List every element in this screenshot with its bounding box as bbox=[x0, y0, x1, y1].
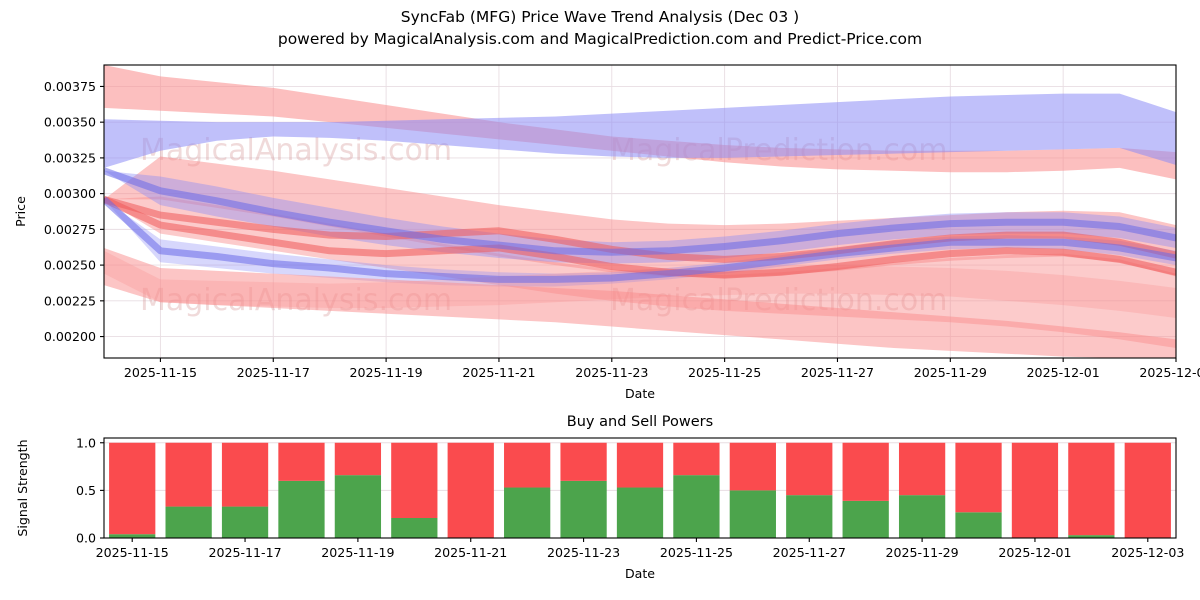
y-axis-title: Price bbox=[13, 196, 28, 227]
x-tick-label: 2025-11-15 bbox=[96, 545, 169, 560]
bar-buy-power bbox=[955, 512, 1002, 538]
x-tick-label: 2025-11-29 bbox=[886, 545, 959, 560]
bar-buy-power bbox=[1068, 535, 1115, 538]
y-tick-label: 0.00250 bbox=[44, 258, 96, 273]
trend-line bbox=[104, 196, 1176, 283]
x-tick-label: 2025-11-21 bbox=[462, 365, 535, 380]
bar-buy-power bbox=[165, 506, 212, 538]
y-tick-label: 0.00275 bbox=[44, 222, 96, 237]
x-tick-label: 2025-11-27 bbox=[773, 545, 846, 560]
x-tick-label: 2025-11-15 bbox=[124, 365, 197, 380]
x-axis-title: Date bbox=[625, 386, 655, 401]
bar-sell-power bbox=[1068, 442, 1115, 536]
y-tick-label: 0.00325 bbox=[44, 150, 96, 165]
trend-band bbox=[104, 93, 1176, 168]
bar-sell-power bbox=[842, 442, 889, 501]
plot-frame bbox=[103, 64, 1177, 359]
bar-buy-power bbox=[334, 475, 382, 538]
trend-band bbox=[104, 247, 1176, 358]
y-tick-label: 0.00300 bbox=[44, 186, 96, 201]
page-title: SyncFab (MFG) Price Wave Trend Analysis … bbox=[400, 8, 800, 26]
x-tick-label: 2025-12-03 bbox=[1139, 365, 1200, 380]
bar-sell-power bbox=[616, 442, 664, 488]
watermark-prediction: MagicalPrediction.com bbox=[600, 410, 938, 440]
y-tick-label: 0.00200 bbox=[44, 329, 96, 344]
x-tick-label: 2025-11-21 bbox=[434, 545, 507, 560]
x-tick-label: 2025-11-27 bbox=[801, 365, 874, 380]
bar-buy-power bbox=[560, 480, 607, 538]
bar-sell-power bbox=[1124, 442, 1171, 538]
bar-sell-power bbox=[1011, 442, 1059, 538]
y-tick-label: 0.00375 bbox=[44, 79, 96, 94]
trend-band bbox=[104, 199, 1176, 287]
bar-buy-power bbox=[109, 534, 156, 538]
x-tick-label: 2025-11-25 bbox=[688, 365, 761, 380]
buy-sell-powers-chart: MagicalAnalysis.com MagicalPrediction.com… bbox=[15, 410, 1184, 581]
x-tick-label: 2025-11-19 bbox=[350, 365, 423, 380]
bar-buy-power bbox=[221, 506, 269, 538]
x-tick-label: 2025-11-17 bbox=[208, 545, 281, 560]
bar-sell-power bbox=[447, 442, 494, 538]
trend-line bbox=[104, 196, 1176, 279]
bar-buy-power bbox=[673, 475, 720, 538]
bar-buy-power bbox=[842, 500, 889, 538]
bar-sell-power bbox=[673, 442, 720, 476]
y-axis-title: Signal Strength bbox=[15, 439, 30, 536]
bar-buy-power bbox=[504, 487, 551, 538]
bar-sell-power bbox=[334, 442, 382, 476]
bar-sell-power bbox=[898, 442, 946, 496]
x-tick-label: 2025-12-01 bbox=[1027, 365, 1100, 380]
plot-frame bbox=[103, 437, 1177, 539]
bar-sell-power bbox=[109, 442, 156, 535]
title-block: SyncFab (MFG) Price Wave Trend Analysis … bbox=[0, 6, 1200, 51]
bar-buy-power bbox=[729, 490, 776, 538]
y-tick-label: 0.0 bbox=[76, 531, 96, 546]
bar-sell-power bbox=[165, 442, 212, 507]
trend-band bbox=[104, 170, 1176, 264]
price-wave-trend-chart: MagicalAnalysis.comMagicalPrediction.com… bbox=[13, 64, 1200, 401]
bar-sell-power bbox=[278, 442, 325, 481]
panel-title: Buy and Sell Powers bbox=[567, 414, 713, 430]
x-tick-label: 2025-12-03 bbox=[1111, 545, 1184, 560]
bar-sell-power bbox=[391, 442, 438, 518]
bar-sell-power bbox=[560, 442, 607, 481]
x-tick-label: 2025-11-19 bbox=[321, 545, 394, 560]
y-tick-label: 0.5 bbox=[76, 483, 96, 498]
x-tick-label: 2025-11-25 bbox=[660, 545, 733, 560]
x-tick-label: 2025-11-23 bbox=[547, 545, 620, 560]
trend-line bbox=[104, 167, 1176, 256]
bar-sell-power bbox=[221, 442, 269, 507]
x-tick-label: 2025-11-17 bbox=[237, 365, 310, 380]
bar-sell-power bbox=[729, 442, 776, 491]
bar-sell-power bbox=[504, 442, 551, 488]
bar-buy-power bbox=[786, 495, 833, 538]
watermark-analysis: MagicalAnalysis.com bbox=[130, 410, 442, 440]
page-subtitle: powered by MagicalAnalysis.com and Magic… bbox=[277, 30, 923, 49]
x-tick-label: 2025-12-01 bbox=[998, 545, 1071, 560]
y-tick-label: 1.0 bbox=[76, 435, 96, 450]
x-axis-title: Date bbox=[625, 566, 655, 581]
y-tick-label: 0.00225 bbox=[44, 293, 96, 308]
bar-buy-power bbox=[898, 495, 946, 538]
bar-buy-power bbox=[278, 480, 325, 538]
bar-buy-power bbox=[616, 487, 664, 538]
x-tick-label: 2025-11-23 bbox=[575, 365, 648, 380]
y-tick-label: 0.00350 bbox=[44, 115, 96, 130]
x-tick-label: 2025-11-29 bbox=[914, 365, 987, 380]
bar-sell-power bbox=[786, 442, 833, 496]
bar-sell-power bbox=[955, 442, 1002, 513]
bar-buy-power bbox=[391, 518, 438, 538]
